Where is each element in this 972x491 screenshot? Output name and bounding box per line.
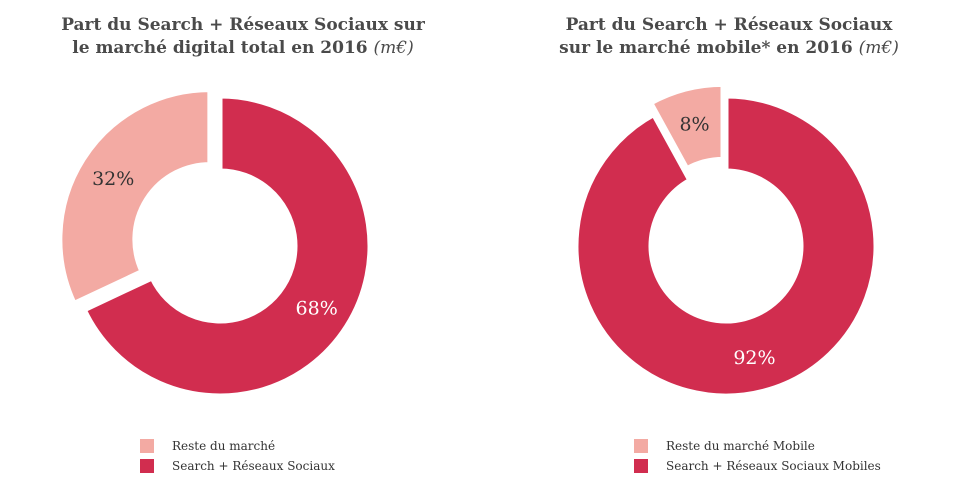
donut-slice — [647, 81, 726, 173]
donut-slice — [573, 93, 879, 399]
title-line-2: sur le marché mobile* en 2016 — [559, 38, 853, 58]
title-line-1: Part du Search + Réseaux Sociaux — [565, 15, 893, 35]
legend-item: Reste du marché Mobile — [634, 436, 881, 456]
legend-item: Reste du marché — [140, 436, 335, 456]
chart-panel-right: Part du Search + Réseaux Sociaux sur le … — [486, 0, 972, 491]
legend-swatch — [140, 459, 154, 473]
title-line-1: Part du Search + Réseaux Sociaux sur — [61, 15, 425, 35]
legend-label: Search + Réseaux Sociaux Mobiles — [666, 459, 881, 473]
legend-swatch — [140, 439, 154, 453]
legend-right: Reste du marché Mobile Search + Réseaux … — [634, 436, 881, 476]
donut-chart-right: 8% 92% — [573, 81, 879, 399]
slice-label: 92% — [733, 347, 775, 369]
title-line-2: le marché digital total en 2016 — [72, 38, 368, 58]
slice-label: 8% — [679, 113, 709, 135]
legend-label: Reste du marché Mobile — [666, 439, 815, 453]
slice-label: 68% — [296, 297, 338, 319]
legend-swatch — [634, 459, 648, 473]
title-unit: (m€) — [373, 38, 414, 58]
title-unit: (m€) — [858, 38, 899, 58]
donut-slice — [57, 87, 213, 307]
slice-label: 32% — [92, 168, 134, 190]
chart-title-right: Part du Search + Réseaux Sociaux sur le … — [486, 14, 972, 60]
chart-title-left: Part du Search + Réseaux Sociaux sur le … — [0, 14, 486, 60]
legend-item: Search + Réseaux Sociaux — [140, 456, 335, 476]
legend-label: Search + Réseaux Sociaux — [172, 459, 335, 473]
chart-panel-left: Part du Search + Réseaux Sociaux sur le … — [0, 14, 486, 476]
legend-swatch — [634, 439, 648, 453]
donut-chart-left: 32% 68% — [57, 87, 373, 399]
legend-left: Reste du marché Search + Réseaux Sociaux — [140, 436, 335, 476]
legend-item: Search + Réseaux Sociaux Mobiles — [634, 456, 881, 476]
donut-slice — [80, 93, 373, 399]
legend-label: Reste du marché — [172, 439, 276, 453]
